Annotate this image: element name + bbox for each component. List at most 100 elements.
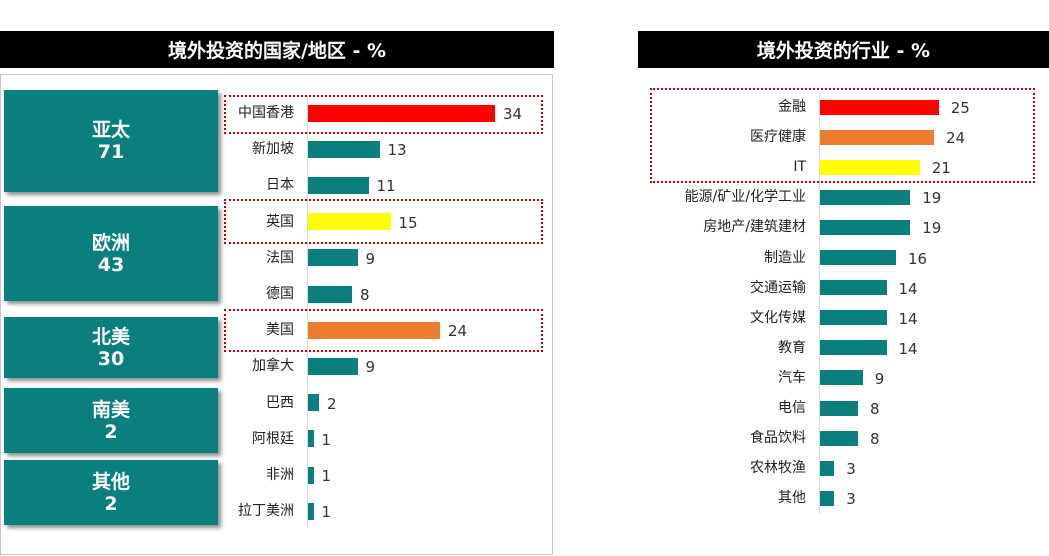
bar [820,490,835,506]
category-label: 德国 [266,286,294,302]
data-label: 14 [898,279,918,298]
region-value: 71 [97,141,125,163]
category-label: 其他 [778,490,806,507]
category-label: 日本 [266,177,294,194]
category-label: 交通运输 [750,279,806,296]
bar [308,394,319,412]
region-value: 2 [104,492,118,515]
data-label: 25 [950,99,970,117]
bar [308,213,391,231]
data-label: 34 [503,105,523,123]
category-label: 教育 [778,339,806,356]
category-label: 拉丁美洲 [238,503,294,520]
bar [820,159,920,175]
bar [308,466,314,484]
data-label: 8 [360,286,370,304]
data-label: 1 [321,503,332,522]
bar [820,189,911,205]
right-chart-title: 境外投资的行业 - % [638,31,1049,68]
bar [820,129,934,145]
bar [820,280,887,296]
category-label: 加拿大 [252,358,294,375]
category-label: IT [793,159,806,176]
chart-axis [819,94,820,514]
region-name: 北美 [91,325,130,348]
region-name: 欧洲 [91,231,130,254]
category-label: 巴西 [266,394,294,411]
category-label: 美国 [266,322,294,339]
category-label: 电信 [778,400,806,416]
bar [820,430,858,446]
region-value: 2 [104,420,118,443]
category-label: 法国 [266,249,294,266]
bar [820,460,835,476]
bar [308,357,358,375]
bar [308,140,380,158]
category-label: 制造业 [764,249,806,266]
bar [308,502,314,520]
category-label: 新加坡 [252,141,294,158]
bar [820,370,863,386]
category-label: 房地产/建筑建材 [703,219,806,236]
bar [820,340,887,356]
data-label: 9 [365,249,376,268]
data-label: 1 [321,430,332,449]
bar [820,400,858,416]
data-label: 14 [898,339,918,358]
data-label: 11 [376,177,396,196]
category-label: 中国香港 [238,105,294,121]
region-name: 其他 [91,470,130,493]
region-box: 欧洲 43 [4,206,218,301]
region-box: 南美 2 [4,388,218,453]
bar [820,310,887,326]
region-box: 亚太 71 [4,90,218,192]
bar [820,219,911,235]
highlight-box [224,199,543,244]
category-label: 金融 [778,99,806,115]
category-label: 能源/矿业/化学工业 [684,189,806,206]
highlight-box [650,88,1035,183]
region-value: 30 [97,347,125,370]
data-label: 3 [846,490,856,509]
left-chart-panel [0,74,553,555]
highlight-box [224,95,543,134]
region-box: 北美 30 [4,317,218,378]
data-label: 1 [321,467,332,485]
data-label: 13 [387,141,407,160]
bar [308,249,358,267]
data-label: 21 [931,159,951,178]
region-name: 亚太 [91,119,130,141]
data-label: 2 [327,394,337,413]
bar [308,176,369,194]
data-label: 9 [365,358,376,377]
region-name: 南美 [91,398,130,421]
category-label: 医疗健康 [750,129,806,146]
data-label: 24 [946,129,966,148]
data-label: 24 [448,322,468,341]
data-label: 19 [922,219,942,238]
data-label: 14 [898,309,918,328]
category-label: 阿根廷 [252,430,294,447]
region-value: 43 [97,253,125,276]
bar [308,321,440,339]
bar [308,285,352,303]
data-label: 16 [908,249,928,268]
data-label: 9 [874,369,885,388]
chart-axis [307,96,308,526]
data-label: 19 [922,189,942,208]
bar [820,99,939,115]
highlight-box [224,309,543,352]
data-label: 8 [870,430,880,449]
region-box: 其他 2 [4,460,218,525]
category-label: 汽车 [778,369,806,386]
category-label: 非洲 [266,467,294,483]
category-label: 英国 [266,213,294,230]
category-label: 食品饮料 [750,430,806,447]
bar [820,250,896,265]
bar [308,104,495,122]
data-label: 8 [870,400,880,418]
category-label: 文化传媒 [750,309,806,326]
data-label: 3 [846,460,856,479]
left-chart-title: 境外投资的国家/地区 - % [0,31,554,68]
bar [308,430,314,448]
